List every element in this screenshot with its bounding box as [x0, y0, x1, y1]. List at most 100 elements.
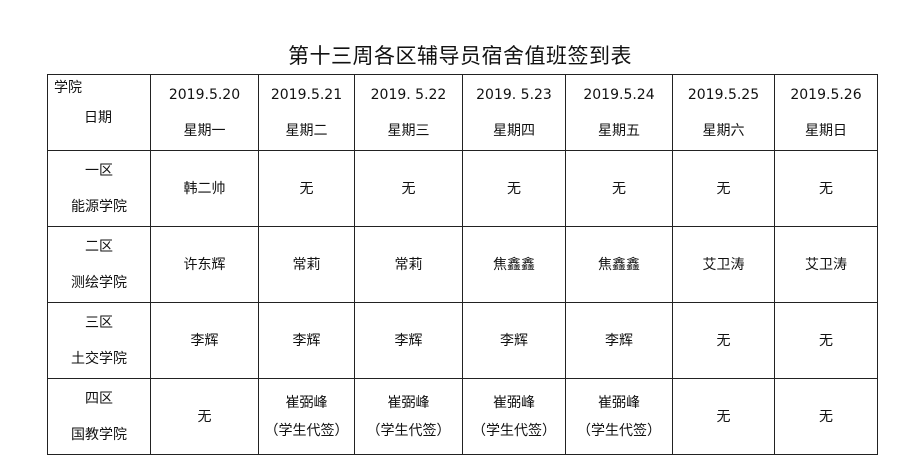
page-title: 第十三周各区辅导员宿舍值班签到表	[288, 44, 632, 68]
staff-name: 无	[819, 332, 833, 349]
date-header-cell: 2019.5.21 星期二	[258, 74, 355, 151]
duty-sign-in-table: 学院 日期 2019.5.20 星期一 2019.5.21 星期二 2019. 5.22…	[47, 74, 878, 455]
zone: 二区	[85, 238, 113, 255]
duty-cell: 崔弼峰 （学生代签）	[258, 378, 355, 455]
note: （学生代签）	[264, 422, 349, 439]
table-row: 四区 国教学院 无 崔弼峰 （学生代签） 崔弼峰 （学生代签） 崔弼峰 （学生代签） 崔弼峰 （学生…	[47, 378, 878, 455]
staff-name: 焦鑫鑫	[493, 256, 535, 273]
duty-cell: 常莉	[354, 226, 463, 303]
duty-cell: 艾卫涛	[774, 226, 878, 303]
staff-name: 许东辉	[183, 256, 226, 273]
duty-cell: 常莉	[258, 226, 355, 303]
staff-name: 常莉	[394, 256, 423, 273]
zone-cell: 二区 测绘学院	[47, 226, 151, 303]
weekday: 星期二	[285, 122, 328, 139]
date: 2019. 5.23	[476, 86, 552, 103]
weekday: 星期三	[387, 122, 430, 139]
staff-name: 李辉	[500, 332, 528, 349]
date: 2019.5.26	[790, 86, 862, 103]
weekday: 星期五	[598, 122, 640, 139]
duty-cell: 无	[672, 150, 775, 227]
staff-name: 李辉	[292, 332, 321, 349]
zone: 三区	[85, 314, 113, 331]
staff-name: 焦鑫鑫	[598, 256, 640, 273]
college: 土交学院	[71, 350, 127, 367]
zone: 四区	[85, 390, 113, 407]
table-row: 二区 测绘学院 许东辉 常莉 常莉 焦鑫鑫 焦鑫鑫 艾卫涛 艾卫涛	[47, 226, 878, 303]
staff-name: 崔弼峰	[387, 394, 430, 411]
staff-name: 崔弼峰	[493, 394, 535, 411]
duty-cell: 艾卫涛	[672, 226, 775, 303]
note: （学生代签）	[366, 422, 451, 439]
staff-name: 韩二帅	[183, 180, 226, 197]
zone-cell: 四区 国教学院	[47, 378, 151, 455]
zone-cell: 三区 土交学院	[47, 302, 151, 379]
weekday: 星期日	[805, 122, 847, 139]
date: 2019.5.25	[687, 86, 760, 103]
date-header-cell: 2019.5.20 星期一	[150, 74, 259, 151]
duty-cell: 无	[150, 378, 259, 455]
weekday: 星期一	[183, 122, 226, 139]
college: 能源学院	[71, 198, 127, 215]
staff-name: 无	[819, 180, 833, 197]
staff-name: 李辉	[190, 332, 219, 349]
table-row: 三区土交学院 李辉 李辉 李辉 李辉 李辉 无 无	[47, 302, 878, 379]
duty-cell: 无	[774, 302, 878, 379]
corner-header-cell: 学院 日期	[47, 74, 151, 151]
staff-name: 崔弼峰	[598, 394, 640, 411]
duty-cell: 李辉	[565, 302, 673, 379]
note: （学生代签）	[577, 422, 661, 439]
date-header-cell: 2019.5.26 星期日	[774, 74, 878, 151]
staff-name: 常莉	[292, 256, 321, 273]
date-header-cell: 2019.5.24 星期五	[565, 74, 673, 151]
staff-name: 无	[299, 180, 314, 197]
date: 2019.5.24	[583, 86, 655, 103]
staff-name: 李辉	[605, 332, 633, 349]
duty-cell: 无	[258, 150, 355, 227]
duty-cell: 焦鑫鑫	[565, 226, 673, 303]
college: 国教学院	[71, 426, 127, 443]
staff-name: 无	[716, 180, 731, 197]
duty-cell: 韩二帅	[150, 150, 259, 227]
duty-cell: 无	[774, 150, 878, 227]
header-row: 学院 日期 2019.5.20 星期一 2019.5.21 星期二 2019. 5.22…	[47, 74, 878, 151]
duty-cell: 许东辉	[150, 226, 259, 303]
staff-name: 无	[612, 180, 626, 197]
duty-cell: 无	[462, 150, 566, 227]
duty-cell: 李辉	[462, 302, 566, 379]
staff-name: 无	[819, 408, 833, 425]
staff-name: 艾卫涛	[702, 256, 745, 273]
date: 2019.5.20	[168, 86, 241, 103]
staff-name: 李辉	[394, 332, 423, 349]
duty-cell: 无	[565, 150, 673, 227]
note: （学生代签）	[472, 422, 556, 439]
duty-cell: 无	[774, 378, 878, 455]
date: 2019.5.21	[270, 86, 343, 103]
date-label: 日期	[84, 110, 112, 126]
duty-cell: 无	[672, 378, 775, 455]
zone: 一区	[85, 162, 113, 179]
duty-cell: 崔弼峰 （学生代签）	[462, 378, 566, 455]
staff-name: 无	[197, 408, 212, 425]
staff-name: 无	[716, 332, 731, 349]
duty-cell: 焦鑫鑫	[462, 226, 566, 303]
weekday: 星期六	[702, 122, 745, 139]
date: 2019. 5.22	[370, 86, 447, 103]
staff-name: 艾卫涛	[805, 256, 847, 273]
duty-cell: 李辉	[150, 302, 259, 379]
weekday: 星期四	[493, 122, 535, 139]
duty-cell: 无	[672, 302, 775, 379]
staff-name: 无	[401, 180, 416, 197]
zone-cell: 一区 能源学院	[47, 150, 151, 227]
college-label: 学院	[54, 80, 82, 96]
duty-cell: 李辉	[354, 302, 463, 379]
duty-cell: 李辉	[258, 302, 355, 379]
staff-name: 无	[507, 180, 521, 197]
date-header-cell: 2019.5.25 星期六	[672, 74, 775, 151]
duty-cell: 崔弼峰 （学生代签）	[354, 378, 463, 455]
date-header-cell: 2019. 5.22 星期三	[354, 74, 463, 151]
table-row: 一区能源学院 韩二帅 无 无 无 无 无 无	[47, 150, 878, 227]
duty-cell: 崔弼峰 （学生代签）	[565, 378, 673, 455]
staff-name: 无	[716, 408, 731, 425]
date-header-cell: 2019. 5.23 星期四	[462, 74, 566, 151]
